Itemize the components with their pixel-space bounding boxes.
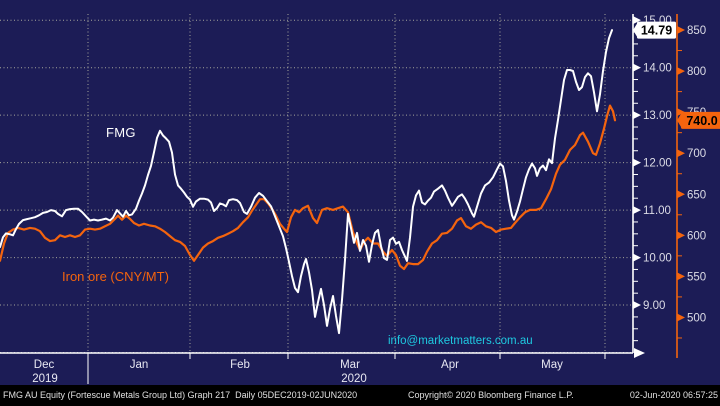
watermark-email: info@marketmatters.com.au [388,335,533,347]
x-axis: Dec Jan Feb Mar Apr May 2019 2020 [0,348,645,385]
svg-text:May: May [541,359,563,371]
fmg-last-price-badge: 14.79 [633,21,676,39]
svg-text:850: 850 [687,25,706,37]
footer-bar: FMG AU Equity (Fortescue Metals Group Lt… [0,385,720,406]
svg-text:500: 500 [687,312,706,324]
gridlines [0,14,633,353]
fmg-series-label: FMG [106,125,136,140]
svg-text:Apr: Apr [441,359,459,371]
svg-text:600: 600 [687,230,706,242]
iron-ore-price-line [0,104,617,271]
iron-ore-series-label: Iron ore (CNY/MT) [62,269,169,284]
footer-copyright: Copyright© 2020 Bloomberg Finance L.P. [408,390,574,400]
svg-text:14.00: 14.00 [643,63,672,75]
footer-timestamp: 02-Jun-2020 06:57:25 [629,390,718,400]
svg-text:10.00: 10.00 [643,253,672,265]
svg-text:Dec: Dec [34,359,55,371]
iron-ore-last-price-badge: 740.0 [677,111,720,129]
footer-security-description: FMG AU Equity (Fortescue Metals Group Lt… [3,390,358,400]
iron-ore-axis: 850800750700650600550500 [676,14,706,358]
svg-text:2019: 2019 [32,373,58,385]
svg-text:9.00: 9.00 [643,300,665,312]
svg-text:650: 650 [687,189,706,201]
svg-text:800: 800 [687,66,706,78]
svg-text:14.79: 14.79 [641,24,672,38]
svg-text:700: 700 [687,148,706,160]
svg-text:Mar: Mar [340,359,360,371]
svg-text:12.00: 12.00 [643,158,672,170]
svg-text:Feb: Feb [230,359,250,371]
svg-text:Jan: Jan [130,359,149,371]
svg-text:11.00: 11.00 [643,205,671,217]
svg-text:740.0: 740.0 [686,114,717,128]
svg-text:550: 550 [687,271,706,283]
price-chart-canvas[interactable]: 850800750700650600550500DecJanFebMarAprM… [0,0,720,385]
fmg-price-line [0,29,613,335]
svg-text:13.00: 13.00 [643,110,672,122]
svg-text:2020: 2020 [341,373,367,385]
